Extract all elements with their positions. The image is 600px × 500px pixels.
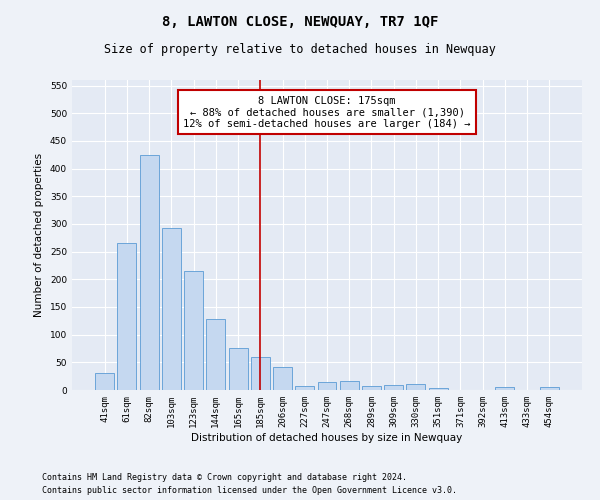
Bar (251, 357, 270, 390)
Bar (406, 384, 425, 390)
Text: Contains HM Land Registry data © Crown copyright and database right 2024.: Contains HM Land Registry data © Crown c… (42, 474, 407, 482)
Bar (206, 319, 225, 390)
Bar (340, 381, 359, 390)
Bar (273, 367, 292, 390)
Bar (162, 228, 181, 390)
Bar (540, 387, 559, 390)
Bar (384, 385, 403, 390)
Bar (496, 387, 514, 390)
Bar (118, 244, 136, 390)
Bar (184, 271, 203, 390)
Text: 8 LAWTON CLOSE: 175sqm
← 88% of detached houses are smaller (1,390)
12% of semi-: 8 LAWTON CLOSE: 175sqm ← 88% of detached… (183, 96, 471, 128)
Text: Contains public sector information licensed under the Open Government Licence v3: Contains public sector information licen… (42, 486, 457, 495)
Bar (140, 154, 158, 390)
Bar (362, 386, 381, 390)
Bar (317, 382, 337, 390)
Bar (229, 348, 248, 390)
Bar (429, 388, 448, 390)
X-axis label: Distribution of detached houses by size in Newquay: Distribution of detached houses by size … (191, 432, 463, 442)
Text: Size of property relative to detached houses in Newquay: Size of property relative to detached ho… (104, 42, 496, 56)
Bar (295, 386, 314, 390)
Bar (95, 374, 114, 390)
Text: 8, LAWTON CLOSE, NEWQUAY, TR7 1QF: 8, LAWTON CLOSE, NEWQUAY, TR7 1QF (162, 15, 438, 29)
Y-axis label: Number of detached properties: Number of detached properties (34, 153, 44, 317)
